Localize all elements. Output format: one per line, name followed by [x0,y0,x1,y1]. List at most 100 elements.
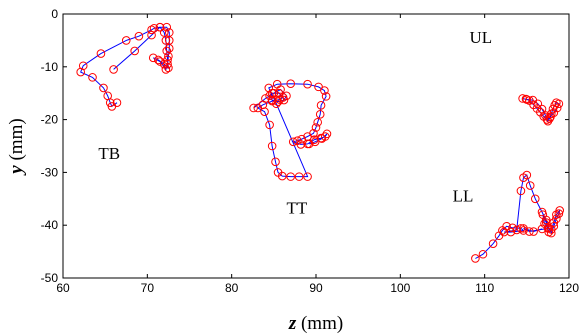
data-point [96,49,106,58]
data-point [552,210,561,219]
data-point [149,23,159,33]
y-tick-label: -50 [41,271,59,285]
annotation-ll: LL [453,186,474,205]
data-point [88,73,97,82]
data-point [288,137,298,147]
y-axis-label-unit: (mm) [6,118,27,165]
y-tick-label: -10 [41,60,59,74]
x-axis-label: z (mm) [288,313,343,334]
data-point [546,225,556,234]
data-point [533,99,543,109]
data-point [506,227,516,237]
y-tick-label: -30 [41,165,59,179]
y-tick-label: 0 [51,7,58,21]
data-point [155,22,165,32]
plot-frame [62,13,570,279]
data-point [148,53,158,63]
data-point [286,172,296,181]
data-point [161,36,171,45]
data-point [543,116,553,126]
data-point [253,103,263,113]
series-tt [249,79,332,181]
data-point [267,96,277,106]
x-tick-label: 60 [56,281,70,295]
data-point [273,97,283,106]
x-tick-label: 70 [141,281,155,295]
chart-annotation-layer: TB TT UL LL [98,28,492,218]
data-point [303,172,312,181]
data-point [313,117,322,127]
annotation-ul: UL [469,28,492,47]
data-point [249,103,258,113]
chart-data-layer [76,22,565,263]
y-tick-label: -40 [41,218,59,232]
chart-axes-layer: 60 70 80 90 100 110 120 0 -10 -20 -30 -40 -50 [41,7,580,295]
data-point [267,141,277,151]
data-point [264,83,274,93]
x-tick-label: 120 [559,281,579,295]
data-point [311,123,321,132]
data-point [516,186,526,196]
annotation-tb: TB [98,144,120,163]
data-point [147,25,156,35]
y-tick-label: -20 [41,113,59,127]
data-point [538,210,548,219]
x-tick-label: 100 [390,281,410,295]
data-point [304,139,314,149]
x-tick-label: 80 [225,281,239,295]
data-point [109,65,118,74]
data-point [321,92,331,101]
data-point [163,59,172,69]
series-ul [518,94,564,126]
data-point [161,65,171,74]
series-ll [471,170,565,263]
data-point [163,55,172,65]
data-point [272,79,282,89]
data-point [499,227,509,237]
data-point [529,227,538,236]
y-axis-label-variable: y [6,165,27,176]
data-point [519,226,528,235]
data-point [162,22,172,32]
data-point [544,227,554,237]
data-point [521,94,531,104]
data-point [320,86,329,95]
series-line [475,174,561,259]
data-point [516,224,526,233]
data-point [271,157,280,167]
x-tick-label: 90 [309,281,323,295]
data-point [471,254,480,263]
data-point [99,83,108,93]
data-point [112,98,122,108]
data-point [134,31,144,41]
data-point [530,194,540,204]
data-point [121,36,131,45]
data-point [554,99,564,109]
data-point [265,120,274,130]
data-point [162,46,172,56]
data-point [76,67,86,77]
data-point [522,170,532,180]
series-tb [76,22,174,111]
data-point [153,55,163,65]
annotation-tt: TT [286,199,307,218]
data-point [296,140,306,149]
x-tick-label: 110 [475,281,494,295]
x-axis-label-unit: (mm) [296,313,343,334]
data-point [508,223,517,233]
series-line [80,26,170,108]
data-point [512,225,522,235]
data-point [322,129,332,139]
data-point [272,99,281,109]
data-point [541,218,551,227]
data-point [260,107,269,116]
data-point [315,110,325,119]
data-point [310,137,320,147]
data-point [317,134,327,143]
data-point [502,221,511,231]
data-point [297,134,306,144]
x-axis-label-variable: z [288,313,297,334]
data-point [130,46,139,56]
data-point [286,79,296,88]
